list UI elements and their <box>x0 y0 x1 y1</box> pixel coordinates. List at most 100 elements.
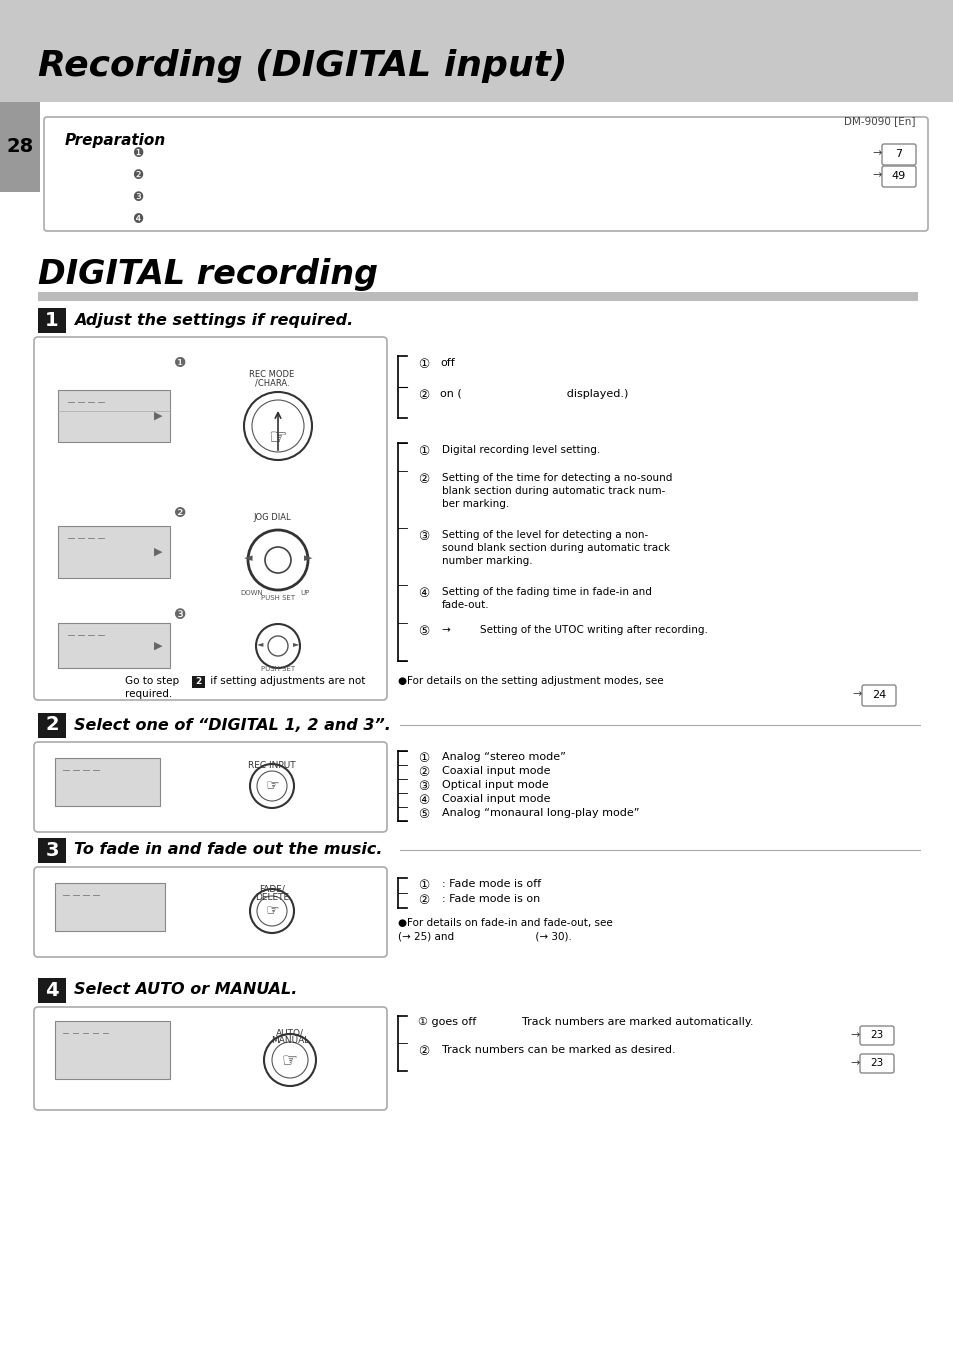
Text: ❷: ❷ <box>132 169 143 182</box>
Text: ◄: ◄ <box>256 639 263 648</box>
Text: ④: ④ <box>417 794 429 807</box>
Bar <box>55 884 165 931</box>
Text: →: → <box>852 689 862 698</box>
FancyBboxPatch shape <box>34 336 387 700</box>
Text: →: → <box>850 1058 859 1069</box>
Text: Setting of the fading time in fade-in and
fade-out.: Setting of the fading time in fade-in an… <box>441 586 651 609</box>
Text: DIGITAL recording: DIGITAL recording <box>38 258 377 290</box>
Text: →: → <box>872 149 882 158</box>
Text: ④: ④ <box>417 586 429 600</box>
FancyBboxPatch shape <box>882 145 915 165</box>
Bar <box>38 838 66 863</box>
FancyBboxPatch shape <box>859 1025 893 1046</box>
Text: Digital recording level setting.: Digital recording level setting. <box>441 444 599 455</box>
Text: DELETE: DELETE <box>254 893 289 902</box>
Text: : Fade mode is off: : Fade mode is off <box>441 880 540 889</box>
Text: ☞: ☞ <box>269 428 287 449</box>
Text: JOG DIAL: JOG DIAL <box>253 513 291 521</box>
Text: Optical input mode: Optical input mode <box>441 780 548 790</box>
Text: ①: ① <box>417 358 429 372</box>
Text: ▶: ▶ <box>153 411 162 422</box>
Text: ❶: ❶ <box>173 357 186 370</box>
Text: on (                              displayed.): on ( displayed.) <box>439 389 628 399</box>
Text: Track numbers can be marked as desired.: Track numbers can be marked as desired. <box>441 1046 675 1055</box>
Text: DM-9090 [En]: DM-9090 [En] <box>843 116 915 126</box>
Text: PUSH SET: PUSH SET <box>261 594 294 601</box>
Text: To fade in and fade out the music.: To fade in and fade out the music. <box>74 843 382 858</box>
Text: 24: 24 <box>871 690 885 700</box>
Bar <box>58 526 170 578</box>
Text: Coaxial input mode: Coaxial input mode <box>441 794 550 804</box>
Text: Analog “stereo mode”: Analog “stereo mode” <box>441 753 565 762</box>
Text: ●For details on fade-in and fade-out, see
(→ 25) and                         (→ : ●For details on fade-in and fade-out, se… <box>397 917 612 942</box>
FancyBboxPatch shape <box>882 166 915 186</box>
Text: ②: ② <box>417 766 429 780</box>
Text: ☞: ☞ <box>265 904 278 919</box>
Text: ►: ► <box>303 553 312 563</box>
Text: ❸: ❸ <box>132 190 143 204</box>
Text: 2: 2 <box>45 716 59 735</box>
FancyBboxPatch shape <box>859 1054 893 1073</box>
Bar <box>192 676 205 688</box>
Text: FADE/: FADE/ <box>259 885 285 894</box>
Text: ⑤: ⑤ <box>417 808 429 821</box>
Text: ▶: ▶ <box>153 547 162 557</box>
Text: Setting of the level for detecting a non-
sound blank section during automatic t: Setting of the level for detecting a non… <box>441 530 669 566</box>
Bar <box>58 623 170 667</box>
Text: ❷: ❷ <box>173 507 186 520</box>
Text: Preparation: Preparation <box>65 132 166 149</box>
Bar <box>0 101 40 192</box>
Bar <box>58 390 170 442</box>
FancyBboxPatch shape <box>862 685 895 707</box>
Text: Select one of “DIGITAL 1, 2 and 3”.: Select one of “DIGITAL 1, 2 and 3”. <box>74 717 391 732</box>
FancyBboxPatch shape <box>44 118 927 231</box>
Text: 23: 23 <box>869 1029 882 1040</box>
Text: Adjust the settings if required.: Adjust the settings if required. <box>74 312 353 327</box>
Text: →         Setting of the UTOC writing after recording.: → Setting of the UTOC writing after reco… <box>441 626 707 635</box>
Text: 1: 1 <box>45 311 59 330</box>
Text: ②: ② <box>417 1046 429 1058</box>
Text: ②: ② <box>417 894 429 907</box>
Text: : Fade mode is on: : Fade mode is on <box>441 894 539 904</box>
Text: MANUAL: MANUAL <box>271 1036 309 1046</box>
Text: REC MODE: REC MODE <box>249 370 294 380</box>
Text: PUSH SET: PUSH SET <box>261 666 294 671</box>
Text: ◄: ◄ <box>244 553 252 563</box>
Text: ①: ① <box>417 880 429 892</box>
Bar <box>38 978 66 1002</box>
FancyBboxPatch shape <box>34 867 387 957</box>
Text: ▶: ▶ <box>153 640 162 651</box>
Text: Recording (DIGITAL input): Recording (DIGITAL input) <box>38 49 567 82</box>
Bar <box>55 1021 170 1079</box>
Bar <box>38 308 66 332</box>
Text: →: → <box>850 1029 859 1040</box>
Text: ►: ► <box>293 639 299 648</box>
Text: ●For details on the setting adjustment modes, see: ●For details on the setting adjustment m… <box>397 676 663 686</box>
Text: ①: ① <box>417 444 429 458</box>
Text: 23: 23 <box>869 1058 882 1069</box>
Text: ❶: ❶ <box>132 147 143 159</box>
Text: off: off <box>439 358 455 367</box>
Text: →: → <box>872 170 882 180</box>
Bar <box>55 758 160 807</box>
Text: ③: ③ <box>417 780 429 793</box>
Text: ☞: ☞ <box>265 778 278 793</box>
Text: REC INPUT: REC INPUT <box>248 761 295 770</box>
Text: ⑤: ⑤ <box>417 626 429 638</box>
Text: 3: 3 <box>45 840 59 859</box>
Text: 4: 4 <box>45 981 59 1000</box>
Text: if setting adjustments are not: if setting adjustments are not <box>207 676 365 686</box>
Text: Track numbers are marked automatically.: Track numbers are marked automatically. <box>521 1017 753 1027</box>
Text: DOWN: DOWN <box>240 590 263 596</box>
Bar <box>38 713 66 738</box>
Text: ① goes off: ① goes off <box>417 1017 476 1027</box>
Text: ①: ① <box>417 753 429 765</box>
Text: AUTO/: AUTO/ <box>275 1028 304 1038</box>
Text: 49: 49 <box>891 172 905 181</box>
Text: ❸: ❸ <box>173 608 186 621</box>
Text: Setting of the time for detecting a no-sound
blank section during automatic trac: Setting of the time for detecting a no-s… <box>441 473 672 508</box>
Text: /CHARA.: /CHARA. <box>254 378 289 386</box>
FancyBboxPatch shape <box>34 1006 387 1111</box>
Text: 2: 2 <box>194 677 201 686</box>
Bar <box>38 292 917 301</box>
